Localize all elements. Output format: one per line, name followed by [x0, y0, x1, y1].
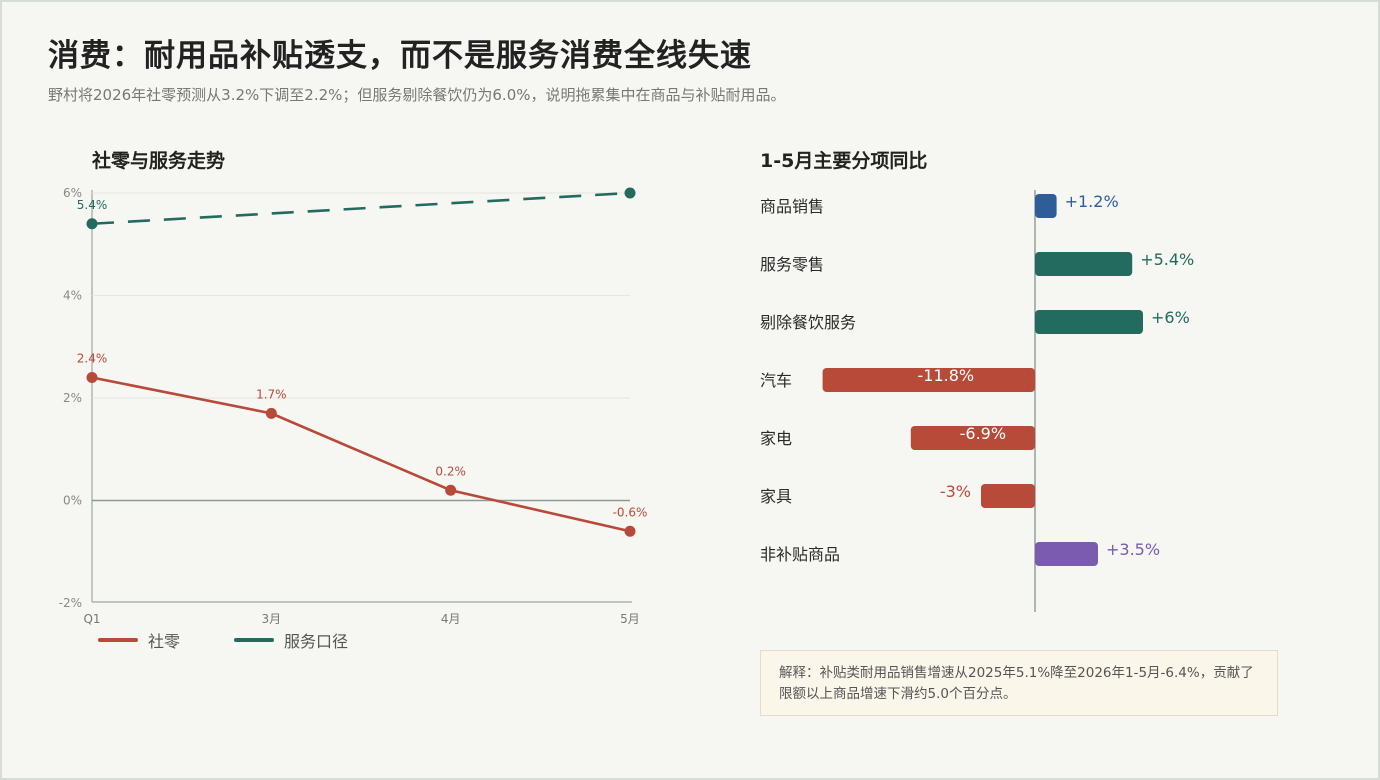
- bar-category-label: 剔除餐饮服务: [760, 313, 856, 332]
- service-data-label: 5.4%: [77, 198, 108, 212]
- y-tick-label: 6%: [63, 186, 82, 200]
- bar: [822, 368, 1035, 392]
- bar: [1035, 194, 1057, 218]
- bar-category-label: 服务零售: [760, 255, 824, 274]
- bar-category-label: 非补贴商品: [760, 545, 840, 564]
- x-tick-label: 4月: [441, 612, 461, 626]
- service-point: [86, 218, 98, 230]
- bar-value-label: -3%: [940, 482, 971, 501]
- line-chart-legend: 社零 服务口径: [98, 628, 348, 652]
- page-title: 消费：耐用品补贴透支，而不是服务消费全线失速: [48, 38, 752, 74]
- legend-label-service: 服务口径: [284, 632, 349, 651]
- x-tick-label: Q1: [83, 612, 100, 626]
- bar: [981, 484, 1035, 508]
- bar-chart-title: 1-5月主要分项同比: [760, 150, 928, 172]
- bar-value-label: +5.4%: [1140, 250, 1194, 269]
- retail-point: [265, 407, 277, 419]
- retail-point: [86, 372, 98, 383]
- line-chart-title: 社零与服务走势: [92, 150, 226, 172]
- legend-item-service: 服务口径: [234, 628, 348, 652]
- bar-value-label: +6%: [1151, 308, 1190, 327]
- retail-data-label: 1.7%: [256, 387, 287, 401]
- retail-point: [624, 525, 636, 537]
- bar-category-label: 家具: [760, 487, 792, 506]
- legend-label-retail: 社零: [148, 632, 181, 651]
- bar-value-label: +3.5%: [1106, 540, 1160, 559]
- bar-value-label: +1.2%: [1065, 192, 1119, 211]
- bar: [1035, 542, 1098, 566]
- retail-data-label: 0.2%: [435, 464, 466, 478]
- bar-category-label: 家电: [760, 429, 792, 448]
- retail-data-label: 2.4%: [77, 352, 108, 366]
- page-subtitle: 野村将2026年社零预测从3.2%下调至2.2%；但服务剔除餐饮仍为6.0%，说…: [48, 86, 786, 104]
- bar-category-label: 商品销售: [760, 197, 824, 216]
- x-tick-label: 5月: [620, 612, 640, 626]
- bar: [1035, 252, 1133, 276]
- explanation-note: 解释：补贴类耐用品销售增速从2025年5.1%降至2026年1-5月-6.4%，…: [760, 650, 1278, 716]
- bar-value-label: -6.9%: [960, 424, 1006, 443]
- service-data-label: 6%: [620, 180, 639, 181]
- line-chart: -2%0%2%4%6%Q13月4月5月5.4%6%2.4%1.7%0.2%-0.…: [59, 180, 648, 626]
- bar: [1035, 310, 1143, 334]
- service-series-line: [91, 191, 631, 226]
- bar: [910, 426, 1035, 450]
- x-tick-label: 3月: [262, 612, 282, 626]
- bar-chart: 商品销售 +1.2% 服务零售 +5.4% 剔除餐饮服务 +6% 汽车 -11.8% 家电 -6.…: [760, 190, 1194, 612]
- retail-data-label: -0.6%: [613, 505, 648, 519]
- y-tick-label: 2%: [63, 391, 82, 405]
- retail-series-line: [91, 376, 631, 533]
- bar-category-label: 汽车: [760, 371, 792, 390]
- service-point: [624, 187, 636, 199]
- retail-point: [445, 484, 457, 496]
- y-tick-label: 4%: [63, 289, 82, 303]
- y-tick-label: -2%: [59, 596, 82, 610]
- bar-value-label: -11.8%: [917, 366, 974, 385]
- legend-swatch-service: [234, 638, 275, 642]
- y-tick-label: 0%: [63, 494, 82, 508]
- legend-swatch-retail: [98, 638, 138, 642]
- legend-item-retail: 社零: [98, 628, 180, 652]
